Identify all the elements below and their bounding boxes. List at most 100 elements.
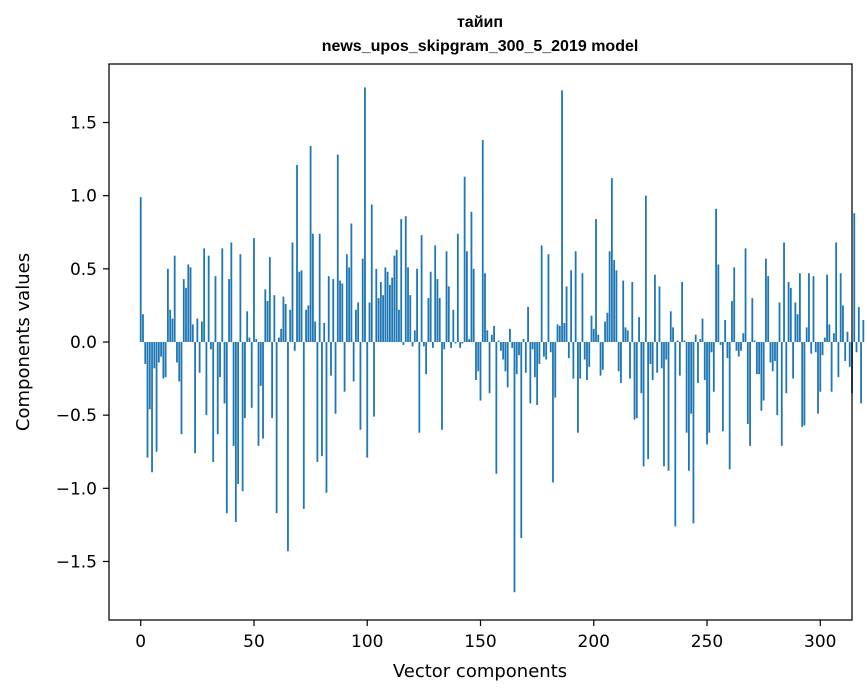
bar-113 (395, 249, 398, 342)
bar-286 (787, 282, 790, 342)
bar-9 (160, 342, 162, 357)
bar-197 (586, 342, 588, 381)
bar-10 (162, 342, 165, 379)
bar-111 (391, 277, 394, 342)
bar-319 (862, 320, 865, 342)
bar-98 (361, 258, 364, 342)
bar-215 (626, 330, 629, 342)
bar-194 (579, 342, 582, 379)
bar-275 (762, 342, 765, 401)
bar-165 (513, 342, 516, 593)
bar-133 (441, 342, 443, 430)
bar-222 (642, 342, 645, 467)
bar-91 (345, 254, 348, 342)
bar-34 (216, 342, 219, 435)
bar-312 (846, 331, 849, 342)
bar-158 (497, 340, 500, 342)
y-tick-label: 1.0 (70, 187, 97, 207)
bar-264 (737, 342, 740, 357)
bar-139 (454, 342, 457, 344)
bar-20 (185, 287, 187, 342)
x-tick-label: 250 (691, 632, 723, 652)
bar-160 (502, 342, 505, 360)
bar-65 (287, 342, 289, 552)
bar-16 (176, 342, 178, 363)
bar-105 (377, 298, 380, 342)
bar-310 (842, 305, 844, 342)
bar-145 (468, 339, 471, 342)
bar-231 (663, 342, 665, 467)
bar-94 (352, 342, 355, 382)
bar-272 (755, 342, 758, 375)
bar-303 (826, 274, 828, 342)
bar-305 (830, 342, 833, 392)
bar-78 (316, 342, 319, 462)
bar-218 (633, 342, 636, 420)
bar-118 (407, 267, 409, 342)
bar-180 (547, 254, 550, 342)
bar-149 (477, 342, 480, 372)
bar-56 (266, 301, 269, 342)
bar-246 (697, 342, 699, 383)
y-tick-label: 0.0 (70, 333, 97, 353)
bar-58 (271, 342, 273, 419)
bar-185 (558, 325, 561, 342)
bar-95 (355, 309, 357, 342)
bar-42 (234, 342, 237, 522)
bar-189 (567, 342, 570, 359)
bar-93 (350, 223, 353, 342)
bar-198 (588, 342, 591, 367)
bar-81 (323, 322, 326, 342)
y-tick-label: −1.5 (56, 552, 97, 572)
bar-36 (221, 248, 224, 342)
bar-168 (520, 342, 523, 539)
bar-11 (164, 342, 167, 378)
bar-135 (445, 251, 448, 342)
bar-38 (225, 342, 228, 514)
y-tick-label: 1.5 (70, 114, 97, 134)
bar-279 (771, 342, 774, 372)
bar-265 (740, 342, 742, 351)
bar-184 (556, 324, 559, 342)
bar-278 (769, 342, 772, 363)
bar-282 (778, 302, 781, 342)
bar-90 (343, 342, 346, 392)
bar-313 (848, 342, 851, 367)
bar-127 (427, 298, 430, 342)
bar-288 (792, 342, 795, 379)
bar-6 (153, 342, 156, 369)
bar-141 (459, 342, 462, 348)
bar-86 (334, 342, 337, 414)
bar-99 (364, 87, 366, 342)
bar-281 (776, 342, 779, 416)
bar-19 (182, 279, 185, 342)
bar-120 (411, 342, 414, 347)
bar-140 (456, 233, 459, 342)
bar-200 (592, 328, 595, 342)
bar-25 (196, 318, 199, 342)
bar-23 (191, 324, 194, 342)
bar-226 (651, 342, 654, 381)
bar-71 (300, 270, 303, 342)
bar-12 (166, 268, 169, 342)
bar-207 (608, 251, 611, 342)
bar-259 (726, 342, 729, 359)
bar-31 (210, 342, 212, 350)
bar-193 (577, 342, 579, 433)
bar-97 (359, 342, 362, 430)
y-axis: −1.5 −1.0 −0.5 0.0 0.5 1.0 1.5 (56, 114, 109, 572)
bar-18 (180, 342, 183, 435)
x-axis: 0 50 100 150 200 250 300 (135, 620, 837, 652)
bar-45 (241, 342, 244, 492)
bar-237 (676, 340, 679, 342)
bar-225 (649, 342, 652, 364)
bar-299 (817, 342, 819, 414)
bar-84 (330, 342, 332, 376)
bar-296 (810, 342, 813, 354)
bar-88 (339, 280, 341, 342)
bar-40 (230, 242, 233, 342)
bar-154 (488, 342, 491, 394)
bar-257 (721, 342, 724, 432)
bar-243 (690, 342, 693, 414)
bar-8 (157, 342, 160, 363)
